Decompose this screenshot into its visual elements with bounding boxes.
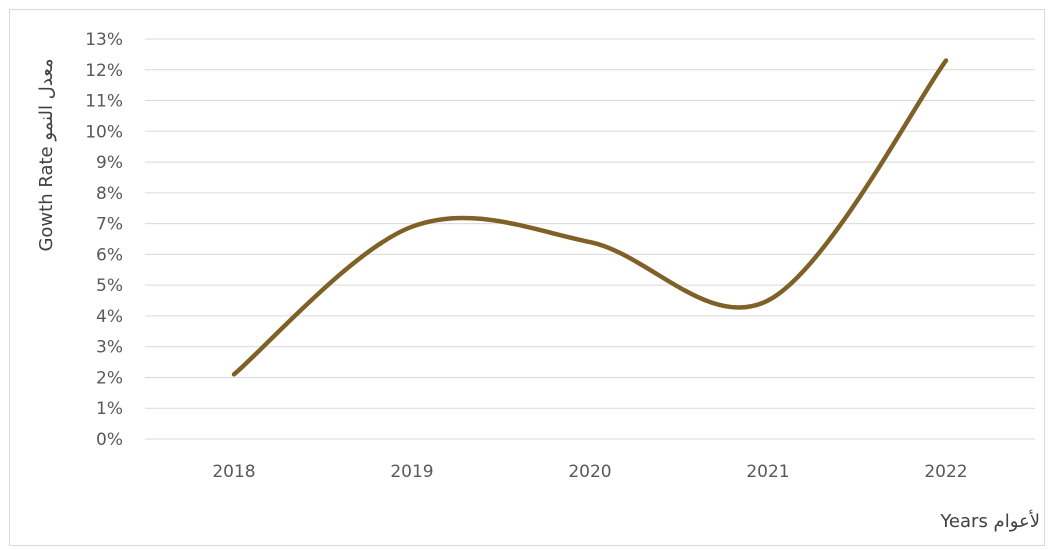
x-tick-label: 2021 xyxy=(746,462,789,482)
series-line xyxy=(231,58,949,377)
y-tick-label: 3% xyxy=(96,338,123,358)
x-tick-label: 2022 xyxy=(924,462,967,482)
y-tick-label: 1% xyxy=(96,399,123,419)
x-tick-label: 2020 xyxy=(568,462,611,482)
y-tick-label: 4% xyxy=(96,307,123,327)
y-axis-ticks: 0% 1% 2% 3% 4% 5% 6% 7% 8% 9% 10% 11% 12% 13% xyxy=(85,30,123,450)
y-tick-label: 6% xyxy=(96,245,123,265)
x-axis-ticks: 2018 2019 2020 2021 2022 xyxy=(212,462,967,482)
y-tick-label: 11% xyxy=(85,92,123,112)
y-axis-title: Gowth Rate معدل النمو xyxy=(36,58,57,251)
y-tick-label: 12% xyxy=(85,61,123,81)
y-tick-label: 9% xyxy=(96,153,123,173)
x-axis-title: Years لأعوام xyxy=(939,510,1040,532)
series-layer xyxy=(231,58,949,377)
y-tick-label: 10% xyxy=(85,122,123,142)
x-tick-label: 2018 xyxy=(212,462,255,482)
y-tick-label: 7% xyxy=(96,215,123,235)
gridlines xyxy=(145,38,1035,440)
x-tick-label: 2019 xyxy=(390,462,433,482)
y-tick-label: 2% xyxy=(96,368,123,388)
y-tick-label: 8% xyxy=(96,184,123,204)
y-tick-label: 5% xyxy=(96,276,123,296)
y-tick-label: 0% xyxy=(96,430,123,450)
chart-frame xyxy=(9,9,1045,546)
y-tick-label: 13% xyxy=(85,30,123,50)
